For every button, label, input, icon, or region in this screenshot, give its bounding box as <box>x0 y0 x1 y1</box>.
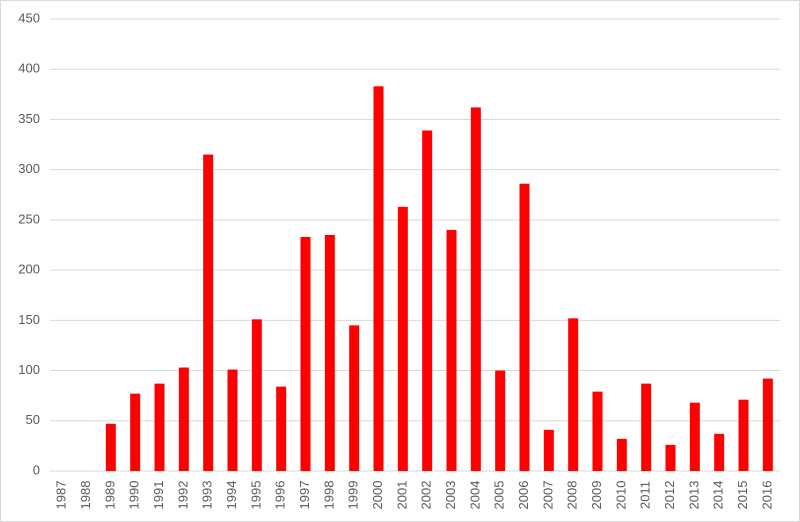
x-tick-label: 2005 <box>492 481 507 510</box>
bar <box>276 386 287 471</box>
x-tick-label: 1995 <box>248 481 263 510</box>
bar <box>178 367 189 471</box>
bar <box>665 444 676 471</box>
y-tick-label: 250 <box>18 211 40 226</box>
bar <box>738 399 749 471</box>
x-tick-label: 2007 <box>540 481 555 510</box>
x-tick-label: 2008 <box>565 481 580 510</box>
x-tick-label: 1997 <box>297 481 312 510</box>
bar <box>689 402 700 471</box>
bar <box>446 229 457 471</box>
y-tick-label: 50 <box>26 412 40 427</box>
bar <box>105 423 116 471</box>
y-tick-label: 150 <box>18 312 40 327</box>
bar <box>130 393 141 471</box>
bar <box>397 206 408 471</box>
y-tick-label: 0 <box>33 462 40 477</box>
bar <box>519 183 530 471</box>
x-tick-label: 2006 <box>516 481 531 510</box>
x-tick-label: 1991 <box>151 481 166 510</box>
bar <box>373 86 384 471</box>
x-tick-label: 1989 <box>102 481 117 510</box>
bar <box>714 433 725 471</box>
x-tick-label: 2016 <box>759 481 774 510</box>
x-tick-label: 2004 <box>467 481 482 510</box>
x-tick-label: 2003 <box>443 481 458 510</box>
y-tick-label: 200 <box>18 262 40 277</box>
x-tick-label: 2010 <box>613 481 628 510</box>
x-tick-label: 1993 <box>200 481 215 510</box>
x-tick-label: 1987 <box>54 481 69 510</box>
x-tick-label: 2013 <box>686 481 701 510</box>
bar <box>616 438 627 471</box>
bar <box>324 234 335 471</box>
y-tick-label: 350 <box>18 111 40 126</box>
x-tick-label: 2000 <box>370 481 385 510</box>
bar <box>543 429 554 471</box>
bar <box>641 383 652 471</box>
x-tick-label: 1999 <box>346 481 361 510</box>
bar <box>470 107 481 471</box>
bar <box>251 319 262 471</box>
x-tick-label: 2012 <box>662 481 677 510</box>
bar <box>154 383 165 471</box>
y-tick-label: 100 <box>18 362 40 377</box>
bar <box>203 154 214 471</box>
x-tick-label: 1990 <box>127 481 142 510</box>
x-tick-label: 2015 <box>735 481 750 510</box>
bar <box>568 318 579 471</box>
x-tick-label: 1994 <box>224 481 239 510</box>
x-tick-label: 2001 <box>394 481 409 510</box>
y-tick-label: 400 <box>18 61 40 76</box>
x-tick-label: 1992 <box>175 481 190 510</box>
bar <box>349 325 360 471</box>
x-tick-label: 2009 <box>589 481 604 510</box>
bar <box>762 378 773 471</box>
bar <box>300 236 311 471</box>
x-tick-label: 2002 <box>419 481 434 510</box>
x-tick-label: 1988 <box>78 481 93 510</box>
x-tick-label: 1998 <box>321 481 336 510</box>
x-tick-label: 1996 <box>273 481 288 510</box>
bar <box>592 391 603 471</box>
x-tick-label: 2011 <box>638 481 653 509</box>
y-tick-label: 450 <box>18 10 40 25</box>
bar <box>227 369 238 471</box>
bar <box>495 370 506 471</box>
x-tick-label: 2014 <box>711 481 726 510</box>
bar <box>422 130 433 471</box>
y-tick-label: 300 <box>18 161 40 176</box>
